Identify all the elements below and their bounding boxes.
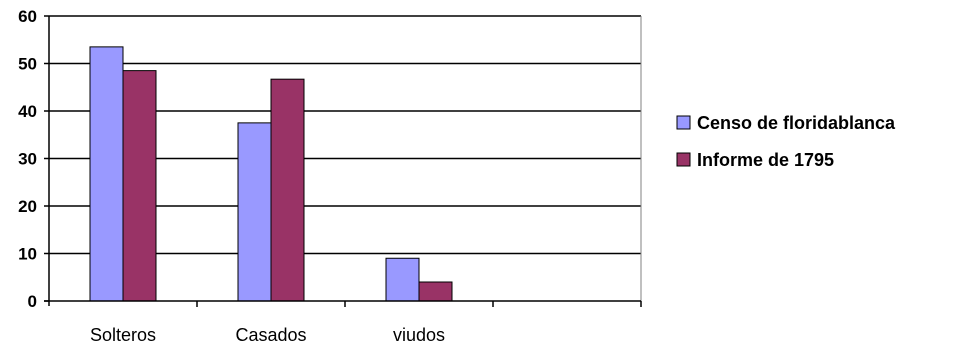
y-tick-labels: 0 10 20 30 40 50 60: [18, 7, 37, 311]
y-tick-label: 30: [18, 150, 37, 169]
legend-label: Informe de 1795: [697, 150, 834, 170]
y-tick-label: 0: [28, 292, 37, 311]
y-tick-label: 60: [18, 7, 37, 26]
y-tick-label: 10: [18, 245, 37, 264]
bar: [122, 70, 157, 302]
bar: [237, 122, 272, 302]
bars: [89, 46, 453, 302]
y-tick-label: 40: [18, 102, 37, 121]
bar: [89, 46, 124, 302]
x-tick-label: Casados: [235, 325, 306, 345]
x-tick-labels: Solteros Casados viudos: [90, 325, 445, 345]
x-tick-label: Solteros: [90, 325, 156, 345]
legend-swatch: [676, 115, 691, 130]
bar: [270, 78, 305, 302]
bar: [385, 257, 420, 302]
legend-label: Censo de floridablanca: [697, 113, 896, 133]
axes: [44, 15, 642, 307]
bar: [418, 281, 453, 302]
legend-swatch: [676, 152, 691, 167]
legend: Censo de floridablanca Informe de 1795: [676, 113, 896, 170]
x-tick-label: viudos: [393, 325, 445, 345]
y-tick-label: 50: [18, 55, 37, 74]
y-tick-label: 20: [18, 197, 37, 216]
